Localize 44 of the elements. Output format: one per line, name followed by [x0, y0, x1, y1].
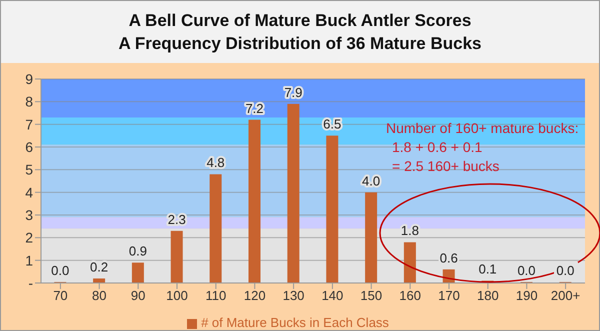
data-label: 7.9 [284, 84, 302, 100]
data-label: 2.3 [168, 212, 186, 227]
x-tick-label: 190 [516, 288, 538, 304]
x-tick-label: 90 [130, 288, 146, 304]
x-tick-label: 70 [53, 288, 68, 304]
y-tick-label: 7 [25, 116, 34, 132]
y-tick-label: - [28, 274, 34, 291]
y-tick-label: 4 [25, 184, 34, 200]
data-label: 6.5 [323, 116, 342, 132]
x-tick-label: 80 [92, 288, 107, 304]
chart-title: A Bell Curve of Mature Buck Antler Scores [128, 10, 472, 32]
data-label: 0.0 [51, 263, 70, 278]
legend-label: # of Mature Bucks in Each Class [201, 315, 389, 330]
annotation: = 2.5 160+ bucks [391, 157, 500, 176]
data-label: 4.8 [206, 155, 225, 170]
data-label: 0.6 [440, 250, 458, 266]
annotation: 1.8 + 0.6 + 0.1 [391, 138, 484, 157]
y-tick-label: 3 [25, 206, 34, 223]
data-label: 0.0 [517, 263, 536, 278]
x-tick-label: 120 [244, 288, 266, 304]
y-tick-label: 9 [25, 70, 34, 87]
x-tick-label: 160 [399, 288, 421, 304]
x-tick-label: 110 [205, 288, 226, 304]
y-tick-label: 8 [25, 94, 34, 110]
y-tick-label: 5 [25, 162, 34, 178]
y-tick-label: 1 [25, 252, 34, 268]
data-label: 7.2 [245, 100, 264, 116]
x-tick-label: 150 [360, 288, 382, 304]
data-label: 0.1 [478, 262, 497, 277]
x-tick-label: 140 [322, 288, 344, 304]
y-tick-label: 2 [25, 230, 34, 246]
data-label: 1.8 [400, 223, 419, 238]
x-tick-label: 200+ [550, 288, 580, 304]
y-tick-label: 6 [25, 138, 34, 155]
data-label: 0.2 [90, 259, 108, 274]
annotation: Number of 160+ mature bucks: [386, 119, 579, 138]
x-tick-label: 100 [166, 288, 188, 304]
x-tick-label: 170 [438, 288, 460, 304]
x-tick-label: 130 [282, 288, 304, 304]
chart-subtitle: A Frequency Distribution of 36 Mature Bucks [117, 33, 483, 55]
data-label: 0.9 [128, 244, 147, 259]
data-label: 4.0 [362, 173, 380, 188]
x-tick-label: 180 [477, 288, 499, 304]
data-label: 0.0 [556, 263, 574, 278]
